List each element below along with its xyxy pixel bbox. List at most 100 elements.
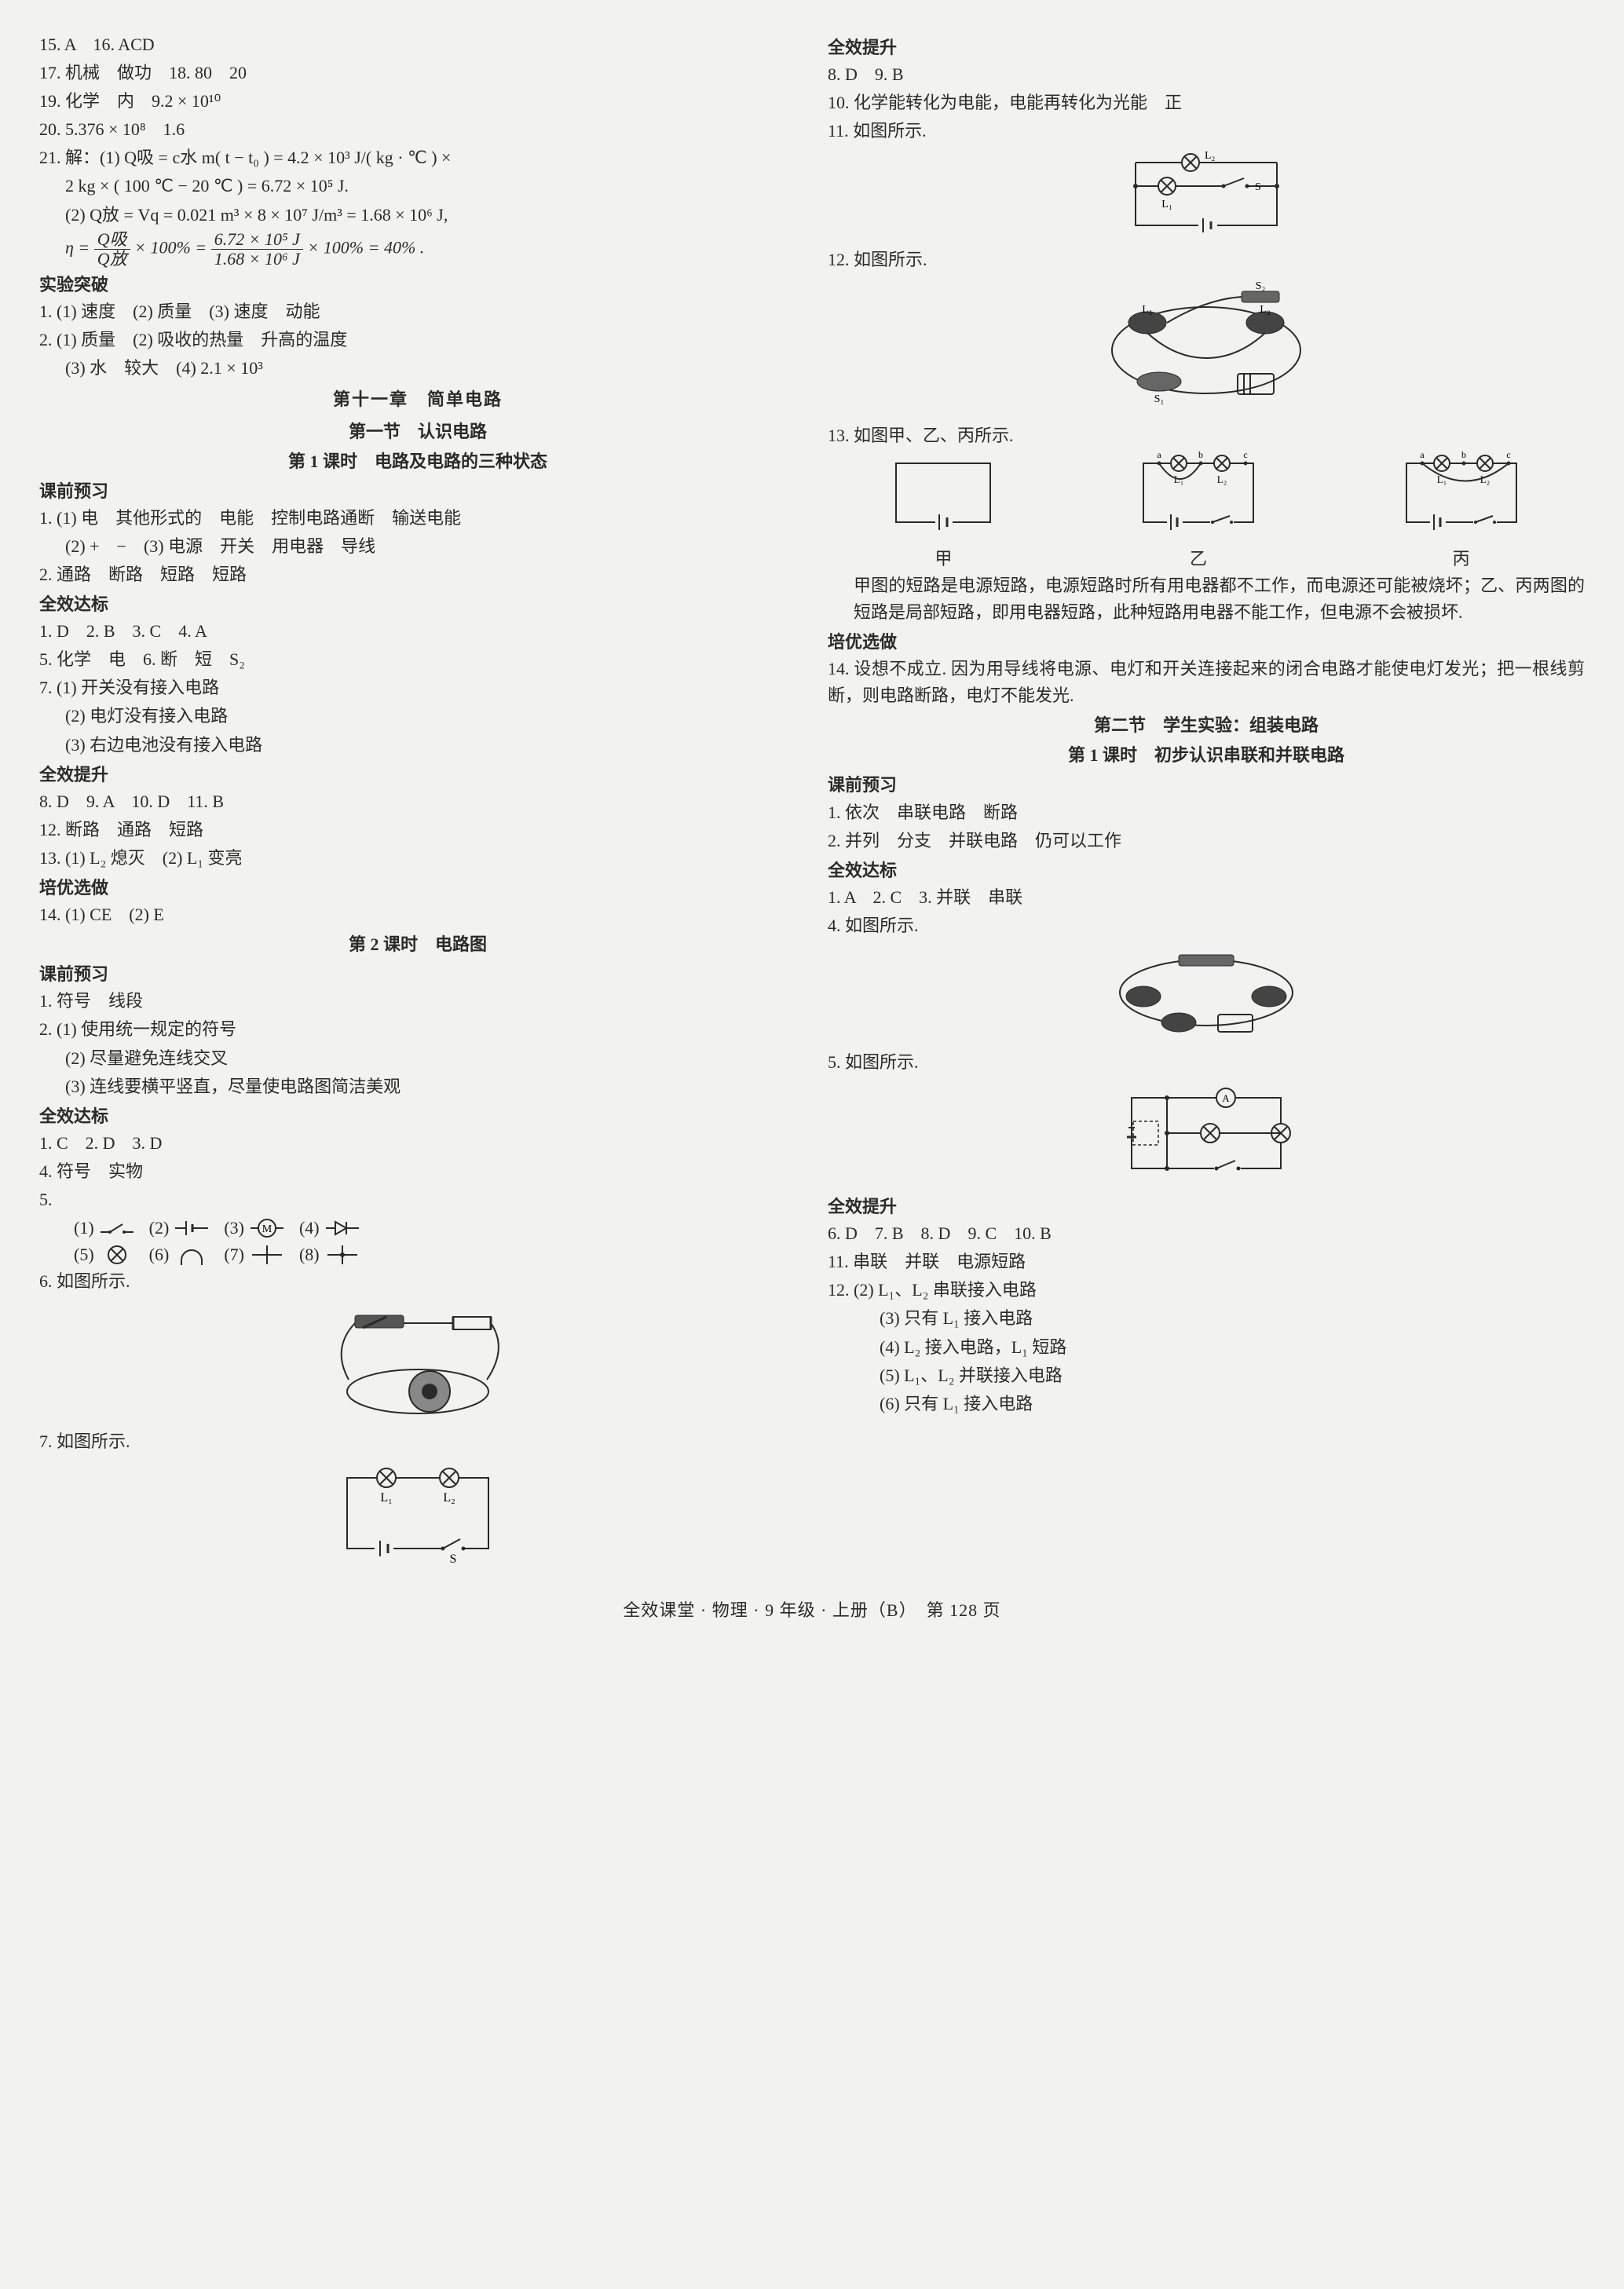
svg-text:S₂: S₂ — [1256, 280, 1266, 292]
lesson-title: 第 1 课时 初步认识串联和并联电路 — [828, 742, 1585, 769]
symbol-row-1: (1) (2) (3) M (4) — [39, 1215, 796, 1241]
post-text: × 100% = 40% . — [307, 237, 424, 257]
left-column: 15. A 16. ACD 17. 机械 做功 18. 80 20 19. 化学… — [39, 31, 796, 1574]
svg-text:L₂: L₂ — [1217, 474, 1227, 485]
svg-text:c: c — [1243, 452, 1247, 460]
svg-text:S: S — [1255, 181, 1261, 193]
answer-line: (6) 只有 L₁ 接入电路 — [828, 1391, 1585, 1417]
cross-icon — [249, 1243, 285, 1267]
page-footer: 全效课堂 · 物理 · 9 年级 · 上册（B） 第 128 页 — [39, 1597, 1585, 1624]
answer-line: 8. D 9. B — [828, 61, 1585, 88]
numerator: 6.72 × 10⁵ J — [211, 230, 303, 250]
answer-line: 2 kg × ( 100 ℃ − 20 ℃ ) = 6.72 × 10⁵ J. — [39, 173, 796, 199]
answer-line: 1. D 2. B 3. C 4. A — [39, 618, 796, 645]
answer-line: 12. 如图所示. — [828, 247, 1585, 273]
answer-line: (2) 尽量避免连线交叉 — [39, 1045, 796, 1072]
section-heading: 实验突破 — [39, 272, 796, 298]
svg-text:A: A — [1222, 1092, 1230, 1104]
symbol-lamp: (5) — [74, 1241, 135, 1268]
answer-line: 4. 如图所示. — [828, 912, 1585, 939]
svg-text:b: b — [1461, 452, 1466, 460]
section-heading: 全效提升 — [828, 1194, 1585, 1220]
answer-line: 11. 如图所示. — [828, 118, 1585, 144]
answer-line: 1. A 2. C 3. 并联 串联 — [828, 884, 1585, 911]
lesson-title: 第 1 课时 电路及电路的三种状态 — [39, 448, 796, 475]
answer-line: 5. 化学 电 6. 断 短 S₂ — [39, 646, 796, 673]
answer-line: 19. 化学 内 9.2 × 10¹⁰ — [39, 88, 796, 115]
section-heading: 课前预习 — [828, 772, 1585, 799]
eta-prefix: η = — [65, 237, 94, 257]
circuit-diagram-r5: A — [828, 1082, 1585, 1184]
circuit-diagram-6 — [39, 1301, 796, 1419]
circuit-diagram-7: L₁ L₂ S — [39, 1462, 796, 1564]
section-heading: 全效达标 — [828, 857, 1585, 884]
svg-text:S₁: S₁ — [1154, 393, 1165, 405]
answer-line: (5) L₁、L₂ 并联接入电路 — [828, 1362, 1585, 1389]
answer-line: 13. (1) L₂ 熄灭 (2) L₁ 变亮 — [39, 845, 796, 872]
answer-line: (3) 右边电池没有接入电路 — [39, 732, 796, 759]
svg-text:L₁: L₁ — [380, 1491, 392, 1505]
answer-line: 6. D 7. B 8. D 9. C 10. B — [828, 1220, 1585, 1247]
answer-line: 5. — [39, 1187, 796, 1213]
svg-text:L₂: L₂ — [443, 1491, 455, 1505]
section-heading: 课前预习 — [39, 478, 796, 505]
answer-line: 2. 并列 分支 并联电路 仍可以工作 — [828, 828, 1585, 854]
answer-line: 11. 串联 并联 电源短路 — [828, 1249, 1585, 1275]
answer-line: 15. A 16. ACD — [39, 31, 796, 58]
answer-line: 5. 如图所示. — [828, 1049, 1585, 1076]
short-circuit-c-icon: L₁ L₂ a b c — [1395, 452, 1528, 538]
diode-icon — [324, 1216, 360, 1240]
section-heading: 全效达标 — [39, 591, 796, 618]
answer-line: (3) 水 较大 (4) 2.1 × 10³ — [39, 355, 796, 382]
svg-text:S: S — [450, 1552, 457, 1564]
symbol-label: (5) — [74, 1241, 94, 1268]
symbol-label: (8) — [299, 1241, 320, 1268]
section-heading: 培优选做 — [828, 629, 1585, 656]
answer-line: (2) Q放 = Vq = 0.021 m³ × 8 × 10⁷ J/m³ = … — [39, 202, 796, 229]
numerator: Q吸 — [94, 230, 130, 250]
section-heading: 课前预习 — [39, 961, 796, 988]
short-circuit-a-icon — [884, 452, 1002, 538]
symbol-label: (7) — [224, 1241, 244, 1268]
answer-line: 17. 机械 做功 18. 80 20 — [39, 60, 796, 86]
circuit-diagram-12: L₁ L₂ S₁ S₂ — [828, 280, 1585, 413]
answer-line: 4. 符号 实物 — [39, 1158, 796, 1185]
symbol-cross-unconnected: (7) — [224, 1241, 285, 1268]
caption-yi: 乙 — [1132, 546, 1265, 572]
answer-line: (4) L₂ 接入电路，L₁ 短路 — [828, 1334, 1585, 1361]
symbol-label: (2) — [149, 1215, 170, 1241]
answer-line: 1. C 2. D 3. D — [39, 1130, 796, 1157]
three-circuits: 甲 L₁ L₂ a b c 乙 — [828, 452, 1585, 572]
answer-line: 14. (1) CE (2) E — [39, 901, 796, 928]
chapter-title: 第十一章 简单电路 — [39, 386, 796, 413]
answer-line: (2) + − (3) 电源 开关 用电器 导线 — [39, 533, 796, 560]
battery-icon — [174, 1216, 210, 1240]
answer-line: 8. D 9. A 10. D 11. B — [39, 788, 796, 815]
svg-text:a: a — [1157, 452, 1161, 460]
symbol-label: (4) — [299, 1215, 320, 1241]
right-column: 全效提升 8. D 9. B 10. 化学能转化为电能，电能再转化为光能 正 1… — [828, 31, 1585, 1574]
series-physical-icon — [1104, 945, 1308, 1040]
answer-line: 14. 设想不成立. 因为用导线将电源、电灯和开关连接起来的闭合电路才能使电灯发… — [828, 656, 1585, 709]
fraction: 6.72 × 10⁵ J 1.68 × 10⁶ J — [211, 230, 303, 269]
section-heading: 培优选做 — [39, 875, 796, 901]
svg-text:L₁: L₁ — [1161, 199, 1172, 210]
section-heading: 全效提升 — [39, 762, 796, 788]
circuit-jia: 甲 — [884, 452, 1002, 572]
answer-line: (3) 连线要横平竖直，尽量使电路图简洁美观 — [39, 1073, 796, 1100]
parallel-circuit-icon: L₂ L₁ S — [1120, 151, 1293, 237]
lesson-title: 第 2 课时 电路图 — [39, 931, 796, 958]
answer-line: (3) 只有 L₁ 接入电路 — [828, 1305, 1585, 1332]
explanation-text: 甲图的短路是电源短路，电源短路时所有用电器都不工作，而电源还可能被烧坏；乙、丙两… — [828, 572, 1585, 626]
section-title: 第一节 认识电路 — [39, 419, 796, 445]
circuit-diagram-11: L₂ L₁ S — [828, 151, 1585, 237]
symbol-diode: (4) — [299, 1215, 360, 1241]
physical-parallel-icon: L₁ L₂ S₁ S₂ — [1088, 280, 1324, 413]
symbol-cross-connected: (8) — [299, 1241, 360, 1268]
circuit-bing: L₁ L₂ a b c 丙 — [1395, 452, 1528, 572]
symbol-label: (1) — [74, 1215, 94, 1241]
schematic-circuit-icon: L₁ L₂ S — [331, 1462, 504, 1564]
symbol-label: (6) — [149, 1241, 170, 1268]
answer-line: 1. 符号 线段 — [39, 988, 796, 1015]
answer-line: 1. 依次 串联电路 断路 — [828, 799, 1585, 826]
